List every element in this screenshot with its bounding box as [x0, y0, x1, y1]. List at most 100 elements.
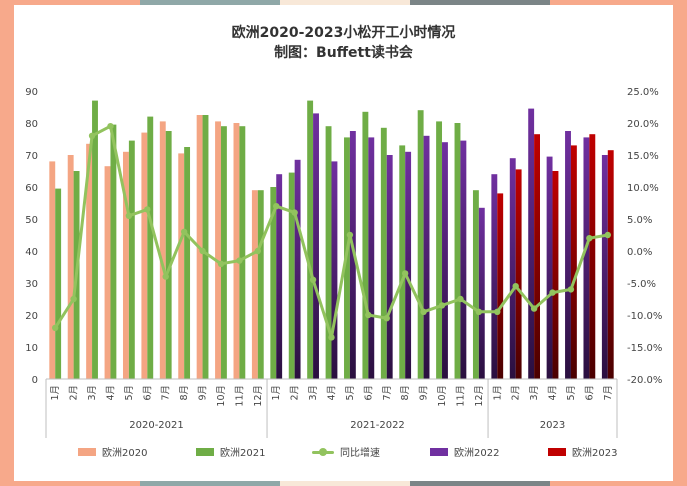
x-month-label: 10月 [216, 385, 227, 407]
yoy-point [530, 305, 538, 312]
yoy-point [512, 283, 519, 290]
y-right-tick-label: 15.0% [627, 151, 659, 162]
x-month-label: 12月 [253, 385, 264, 407]
legend-label: 欧洲2021 [220, 448, 266, 459]
bar-e2023 [607, 150, 614, 379]
bar-e2022 [313, 113, 319, 380]
y-right-tick-label: 5.0% [627, 215, 652, 226]
bar-e2022 [601, 155, 608, 379]
yoy-point [567, 286, 575, 293]
bar-e2021 [325, 126, 332, 379]
x-month-label: 12月 [474, 385, 485, 407]
yoy-point [549, 289, 556, 296]
yoy-point [438, 302, 446, 309]
bar-e2021 [92, 100, 98, 379]
y-left-tick-label: 20 [25, 311, 38, 322]
x-month-label: 7月 [161, 385, 172, 401]
x-month-label: 7月 [603, 385, 614, 401]
y-left-tick-label: 10 [25, 343, 38, 354]
bar-e2021 [436, 121, 443, 380]
yoy-point [346, 231, 354, 239]
bar-e2022 [423, 135, 430, 379]
frame-band [0, 481, 140, 486]
bar-e2021 [362, 111, 369, 380]
x-group-label: 2021-2022 [350, 420, 405, 431]
x-month-label: 5月 [566, 385, 577, 401]
yoy-point [401, 270, 409, 277]
bar-e2021 [220, 126, 227, 379]
frame-band [410, 481, 550, 486]
y-right-tick-label: -10.0% [627, 311, 662, 322]
x-month-label: 1月 [50, 385, 61, 401]
frame-band [550, 0, 687, 5]
bar-e2020 [159, 121, 166, 380]
bar-e2020 [251, 190, 258, 379]
bar-e2022 [491, 174, 498, 379]
x-month-label: 5月 [124, 385, 135, 401]
x-month-label: 4月 [327, 385, 338, 401]
bar-e2021 [55, 188, 62, 379]
yoy-point [328, 334, 335, 341]
bar-e2022 [528, 108, 535, 379]
legend-swatch [430, 447, 448, 456]
bar-e2021 [110, 124, 117, 379]
yoy-point [420, 308, 427, 315]
bar-e2022 [386, 155, 393, 379]
bar-e2023 [534, 134, 540, 379]
legend-label: 欧洲2020 [102, 448, 148, 459]
y-right-tick-label: -15.0% [627, 343, 662, 354]
frame-band [550, 481, 687, 486]
x-month-label: 10月 [437, 385, 448, 407]
legend-label: 同比增速 [340, 448, 380, 459]
yoy-point [199, 247, 206, 255]
bar-e2022 [478, 207, 485, 379]
yoy-point [494, 308, 501, 315]
x-month-label: 4月 [105, 385, 116, 401]
bar-e2020 [67, 155, 74, 379]
x-month-label: 6月 [142, 385, 153, 401]
bar-e2022 [294, 159, 301, 379]
bar-e2020 [215, 121, 221, 380]
x-month-label: 6月 [363, 385, 374, 401]
legend-item-yoy: 同比增速 [312, 444, 380, 459]
yoy-point [475, 308, 483, 315]
x-month-label: 11月 [234, 385, 245, 407]
x-month-label: 8月 [400, 385, 411, 401]
bar-e2022 [546, 156, 553, 379]
yoy-point [365, 311, 372, 319]
yoy-point [144, 206, 151, 213]
frame-band [280, 0, 410, 5]
y-right-tick-label: 10.0% [627, 183, 659, 194]
bar-e2021 [128, 140, 135, 379]
bar-e2023 [552, 171, 559, 379]
bar-e2021 [257, 190, 264, 379]
y-left-tick-label: 70 [25, 151, 38, 162]
bar-e2021 [270, 187, 277, 379]
yoy-point [162, 273, 169, 280]
x-month-label: 8月 [179, 385, 190, 401]
frame-band [140, 481, 280, 486]
bar-e2021 [454, 123, 461, 379]
x-month-label: 6月 [584, 385, 595, 401]
x-month-label: 5月 [345, 385, 356, 401]
x-month-label: 2月 [511, 385, 522, 401]
bar-e2021 [202, 115, 209, 379]
bar-e2021 [380, 127, 387, 379]
x-month-label: 11月 [455, 385, 466, 407]
yoy-point [236, 257, 243, 264]
frame-side [0, 0, 14, 486]
bar-e2020 [49, 161, 56, 379]
y-left-tick-label: 0 [32, 375, 38, 386]
bar-e2023 [589, 134, 596, 379]
x-group-label: 2023 [540, 420, 565, 431]
bar-e2023 [570, 145, 577, 379]
x-group-label: 2020-2021 [129, 420, 184, 431]
bar-e2020 [141, 132, 148, 379]
yoy-point [70, 295, 77, 303]
y-right-tick-label: -5.0% [627, 279, 656, 290]
x-month-label: 9月 [198, 385, 209, 401]
y-left-tick-label: 60 [25, 183, 38, 194]
frame-band [410, 0, 550, 5]
